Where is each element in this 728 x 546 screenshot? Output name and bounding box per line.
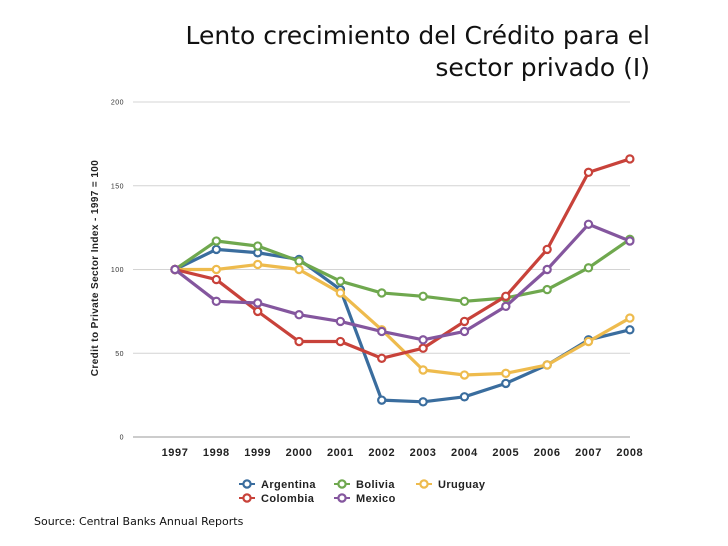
data-point-colombia [459,316,470,327]
data-point-mexico [170,264,180,275]
series-uruguay [170,259,635,380]
data-point-uruguay [418,365,428,375]
title-line-1: Lento crecimiento del Crédito para el [185,21,650,50]
x-axis-ticks: 1997 1998 1999 2000 2001 2002 2003 2004 2005 2006… [162,447,643,459]
data-point-uruguay [542,360,552,370]
data-point-colombia [294,336,304,347]
y-axis-label: Credit to Private Sector Index - 1997 = … [90,160,101,376]
legend-item-argentina: Argentina [239,479,316,491]
x-tick-label: 2002 [368,447,395,459]
data-point-mexico [253,298,263,308]
x-tick-label: 2007 [575,447,602,459]
x-tick-label: 2008 [616,447,643,459]
legend-label: Argentina [261,479,316,491]
series-line-argentina [173,247,632,404]
y-tick-label: 200 [111,100,124,107]
data-point-bolivia [418,291,428,301]
legend-item-mexico: Mexico [334,493,396,505]
legend-swatch-marker [242,479,252,489]
x-tick-label: 1999 [244,447,271,459]
data-point-mexico [335,316,346,327]
y-tick-label: 150 [111,183,124,190]
x-tick-label: 2000 [286,447,313,459]
y-tick-label: 100 [111,267,124,274]
y-tick-label: 0 [120,435,124,442]
data-point-colombia [418,343,428,353]
title-line-2: sector privado (I) [435,53,650,82]
data-point-bolivia [459,296,470,307]
data-point-argentina [625,325,635,335]
data-point-argentina [211,244,222,255]
data-point-uruguay [501,368,511,379]
data-point-argentina [377,395,387,405]
data-point-mexico [377,326,387,337]
source-note: Source: Central Banks Annual Reports [34,515,244,528]
data-point-bolivia [377,288,387,298]
x-tick-label: 2003 [410,447,437,459]
data-point-colombia [625,154,635,164]
legend-label: Bolivia [356,479,395,491]
legend-label: Uruguay [438,479,486,491]
data-point-bolivia [335,276,346,286]
data-point-bolivia [211,236,222,246]
legend-swatch-marker [419,479,429,489]
legend-swatch-marker [242,493,252,503]
legend-item-colombia: Colombia [239,493,315,505]
data-point-mexico [294,310,304,320]
y-axis-ticks: 0 50 100 150 200 [111,100,124,442]
data-point-colombia [583,167,594,178]
x-tick-label: 1997 [162,447,189,459]
data-point-colombia [501,291,511,301]
y-tick-label: 50 [115,351,124,358]
slide-title: Lento crecimiento del Crédito para el se… [90,20,650,84]
x-tick-label: 2004 [451,447,478,459]
legend-label: Colombia [261,493,315,505]
data-point-bolivia [294,256,304,266]
data-point-argentina [418,397,428,407]
data-point-mexico [542,264,552,275]
data-point-bolivia [253,241,263,251]
data-point-colombia [253,306,263,317]
data-point-mexico [211,296,222,307]
data-point-uruguay [625,313,635,323]
series-line-bolivia [173,237,632,303]
legend-swatch-marker [337,479,347,489]
data-point-argentina [501,378,511,389]
x-tick-label: 2006 [534,447,561,459]
series-bolivia [170,234,635,307]
data-point-mexico [459,326,470,337]
data-point-colombia [377,353,387,363]
legend-item-uruguay: Uruguay [416,479,486,491]
data-point-uruguay [583,336,594,347]
series-colombia [170,154,635,363]
x-tick-label: 1998 [203,447,230,459]
series-line-uruguay [173,262,632,377]
data-point-mexico [625,236,635,246]
series-lines [170,154,635,407]
data-point-mexico [583,219,594,229]
data-point-bolivia [542,284,552,295]
series-line-mexico [173,222,632,342]
legend: Argentina Bolivia Uruguay Colombia Mexico [239,479,486,505]
legend-item-bolivia: Bolivia [334,479,395,491]
data-point-uruguay [211,264,222,275]
data-point-mexico [501,301,511,312]
legend-swatch-marker [337,493,347,503]
x-tick-label: 2001 [327,447,354,459]
data-point-argentina [459,392,470,402]
data-point-colombia [211,274,222,285]
data-point-bolivia [583,263,594,273]
data-point-colombia [335,336,346,347]
data-point-colombia [542,244,552,255]
series-line-colombia [173,157,632,360]
series-mexico [170,219,635,345]
data-point-uruguay [459,370,470,380]
data-point-uruguay [294,264,304,275]
data-point-uruguay [253,259,263,270]
legend-label: Mexico [356,493,396,505]
data-point-uruguay [335,288,346,298]
data-point-mexico [418,335,428,345]
x-tick-label: 2005 [492,447,519,459]
